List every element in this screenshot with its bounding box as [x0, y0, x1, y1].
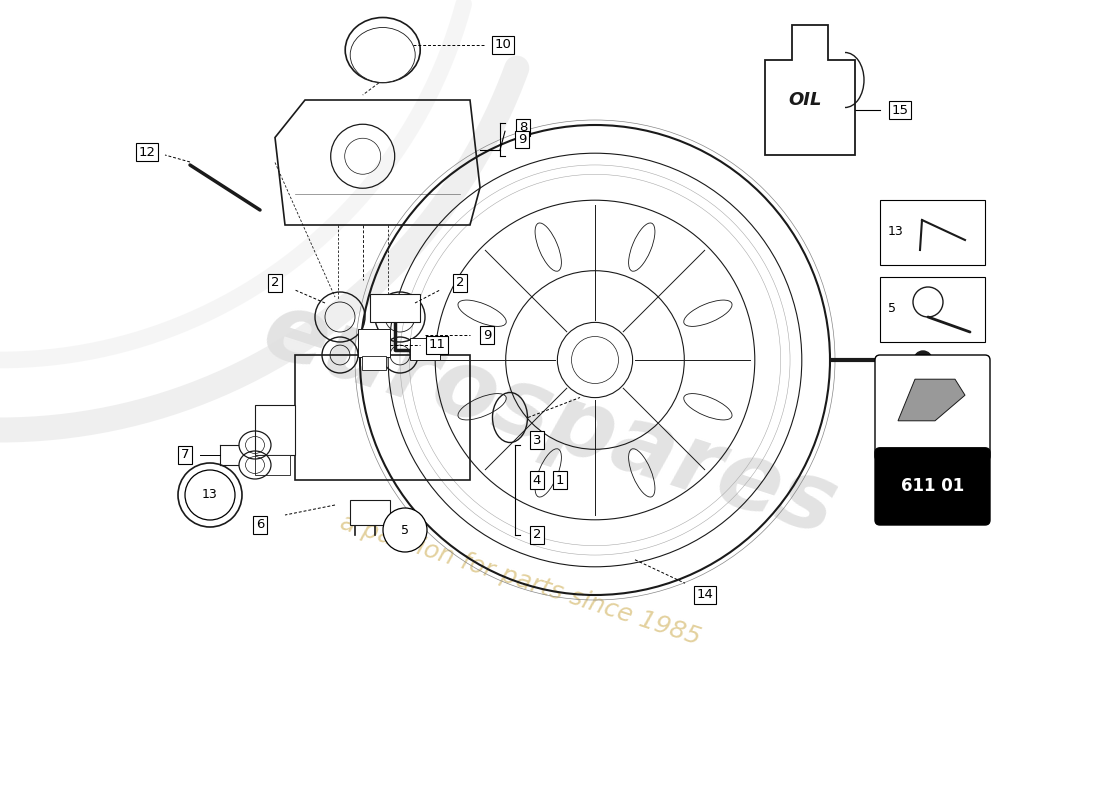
Bar — [358, 329, 390, 357]
Text: 10: 10 — [495, 38, 512, 51]
Text: 4: 4 — [532, 474, 541, 486]
Bar — [362, 356, 386, 370]
Text: 9: 9 — [518, 133, 526, 146]
Text: 12: 12 — [139, 146, 155, 158]
Text: 13: 13 — [888, 226, 904, 238]
Text: OIL: OIL — [789, 91, 822, 109]
Text: 8: 8 — [519, 121, 527, 134]
Text: 15: 15 — [891, 103, 909, 117]
Text: 5: 5 — [402, 523, 409, 537]
Polygon shape — [764, 25, 855, 155]
Circle shape — [383, 508, 427, 552]
Text: 2: 2 — [455, 277, 464, 290]
Text: 11: 11 — [429, 338, 446, 351]
Text: 13: 13 — [202, 489, 218, 502]
Circle shape — [914, 351, 932, 369]
Ellipse shape — [350, 27, 415, 82]
Bar — [255, 405, 295, 455]
Circle shape — [185, 470, 235, 520]
Text: 9: 9 — [483, 329, 492, 342]
Text: 5: 5 — [888, 302, 896, 315]
Text: 6: 6 — [256, 518, 264, 531]
Text: 2: 2 — [271, 277, 279, 290]
Bar — [880, 277, 984, 342]
FancyBboxPatch shape — [874, 448, 990, 525]
Bar — [255, 455, 290, 475]
Text: eurospares: eurospares — [252, 284, 848, 556]
Text: 1: 1 — [556, 474, 564, 486]
Text: 3: 3 — [532, 434, 541, 446]
Bar — [350, 500, 390, 525]
FancyBboxPatch shape — [874, 355, 990, 461]
Text: 2: 2 — [532, 529, 541, 542]
Bar — [370, 294, 420, 322]
Text: 611 01: 611 01 — [901, 478, 964, 495]
Bar — [880, 200, 984, 265]
Polygon shape — [898, 379, 965, 421]
Text: 7: 7 — [180, 449, 189, 462]
Bar — [410, 338, 440, 360]
Text: a passion for parts since 1985: a passion for parts since 1985 — [337, 510, 703, 650]
Text: 14: 14 — [696, 589, 714, 602]
